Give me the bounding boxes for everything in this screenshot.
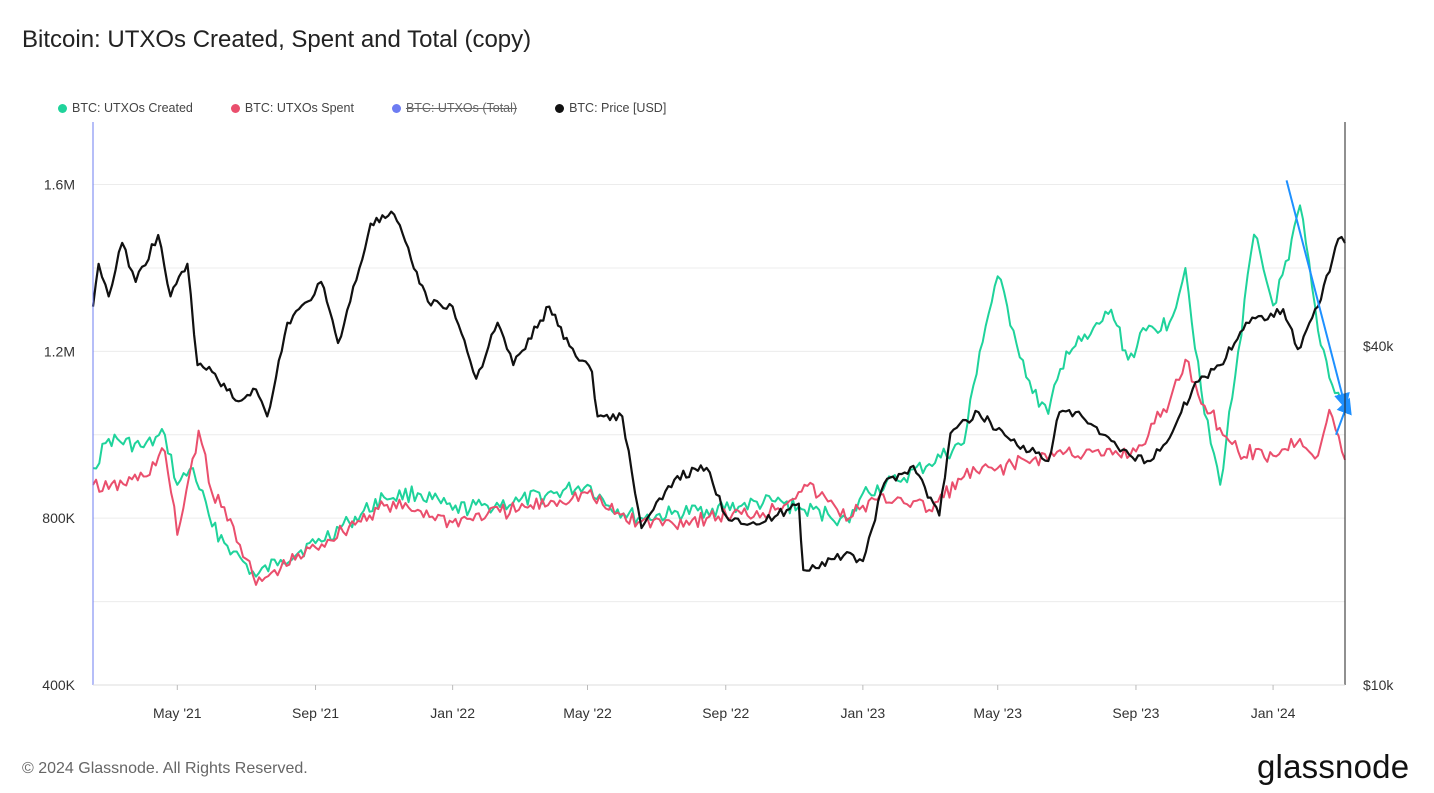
series-line-btc-utxos-spent	[92, 358, 1346, 586]
legend-dot-price	[555, 103, 565, 113]
legend-label-total: BTC: UTXOs (Total)	[405, 101, 518, 115]
y-left-tick-label: 1.2M	[44, 343, 75, 359]
series-line-btc-utxos-created	[92, 204, 1346, 578]
y-left-tick-label: 1.6M	[44, 177, 75, 193]
legend-dot-total	[391, 103, 401, 113]
axes: 400K 800K 1.2M 1.6M $10k $40k May '21 Sep '21 Ja…	[42, 122, 1394, 721]
legend-item-utxos-created[interactable]: BTC: UTXOs Created	[58, 101, 193, 115]
copyright-footer: © 2024 Glassnode. All Rights Reserved.	[22, 760, 308, 777]
annotation-arrow	[1285, 180, 1350, 410]
series-lines	[91, 204, 1346, 586]
x-tick-label: Jan '24	[1251, 705, 1296, 721]
annotations	[1285, 180, 1352, 436]
legend-label-spent: BTC: UTXOs Spent	[244, 101, 354, 115]
y-right-tick-label: $10k	[1363, 677, 1394, 693]
grid-lines	[93, 184, 1345, 603]
y-left-tick-label: 800K	[42, 510, 75, 526]
legend-dot-spent	[230, 103, 240, 113]
legend-item-utxos-spent[interactable]: BTC: UTXOs Spent	[230, 101, 354, 115]
legend-item-price[interactable]: BTC: Price [USD]	[555, 101, 666, 115]
annotation-arrow	[1335, 397, 1352, 436]
x-tick-label: Jan '23	[840, 705, 885, 721]
x-tick-label: Jan '22	[430, 705, 475, 721]
glassnode-logo: glassnode	[1257, 748, 1410, 785]
chart-title: Bitcoin: UTXOs Created, Spent and Total …	[22, 26, 532, 53]
x-tick-label: May '22	[563, 705, 612, 721]
legend-dot-created	[58, 103, 67, 113]
x-tick-label: Sep '22	[702, 705, 749, 721]
x-tick-label: May '23	[973, 705, 1022, 721]
x-tick-label: May '21	[153, 705, 202, 721]
x-tick-label: Sep '21	[292, 705, 339, 721]
legend-label-created: BTC: UTXOs Created	[72, 101, 193, 115]
legend-label-price: BTC: Price [USD]	[569, 101, 667, 115]
legend-item-utxos-total[interactable]: BTC: UTXOs (Total)	[391, 101, 518, 115]
x-tick-label: Sep '23	[1112, 705, 1159, 721]
y-left-tick-label: 400K	[42, 677, 75, 693]
y-right-tick-label: $40k	[1363, 338, 1394, 354]
series-line-btc-price-usd	[91, 210, 1346, 572]
legend: BTC: UTXOs Created BTC: UTXOs Spent BTC:…	[58, 101, 704, 115]
